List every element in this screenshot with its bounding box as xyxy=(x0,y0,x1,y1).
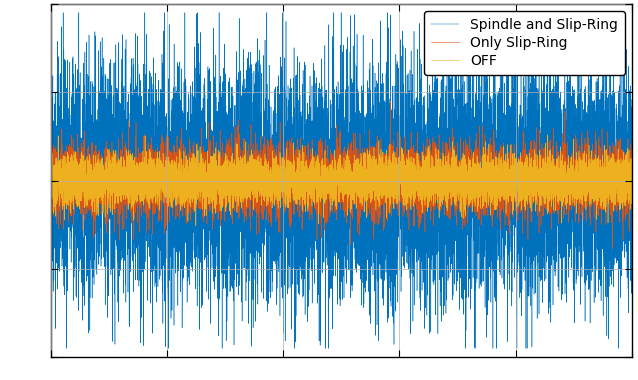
Spindle and Slip-Ring xyxy=(63,346,70,351)
Only Slip-Ring xyxy=(50,176,57,180)
Spindle and Slip-Ring xyxy=(331,225,339,229)
Spindle and Slip-Ring xyxy=(50,219,57,223)
Only Slip-Ring xyxy=(331,155,339,160)
OFF xyxy=(544,133,551,137)
OFF xyxy=(628,181,635,185)
Spindle and Slip-Ring xyxy=(59,10,67,15)
Spindle and Slip-Ring xyxy=(161,149,169,153)
OFF xyxy=(71,190,79,194)
Only Slip-Ring xyxy=(47,190,55,195)
OFF xyxy=(161,180,168,185)
Only Slip-Ring xyxy=(161,178,168,182)
Line: Spindle and Slip-Ring: Spindle and Slip-Ring xyxy=(51,13,632,348)
Spindle and Slip-Ring xyxy=(82,135,90,140)
OFF xyxy=(331,192,339,196)
Only Slip-Ring xyxy=(387,99,394,104)
OFF xyxy=(597,169,605,174)
Line: Only Slip-Ring: Only Slip-Ring xyxy=(51,101,632,249)
OFF xyxy=(50,166,57,171)
Line: OFF: OFF xyxy=(51,135,632,226)
Only Slip-Ring xyxy=(609,246,616,251)
OFF xyxy=(47,174,55,179)
Spindle and Slip-Ring xyxy=(47,150,55,155)
OFF xyxy=(192,223,200,228)
Spindle and Slip-Ring xyxy=(597,89,605,93)
Spindle and Slip-Ring xyxy=(628,142,635,146)
Only Slip-Ring xyxy=(71,178,79,183)
Spindle and Slip-Ring xyxy=(71,90,79,95)
Only Slip-Ring xyxy=(628,207,635,211)
OFF xyxy=(82,181,89,185)
Only Slip-Ring xyxy=(82,173,89,178)
Only Slip-Ring xyxy=(597,196,605,201)
Legend: Spindle and Slip-Ring, Only Slip-Ring, OFF: Spindle and Slip-Ring, Only Slip-Ring, O… xyxy=(424,11,625,75)
